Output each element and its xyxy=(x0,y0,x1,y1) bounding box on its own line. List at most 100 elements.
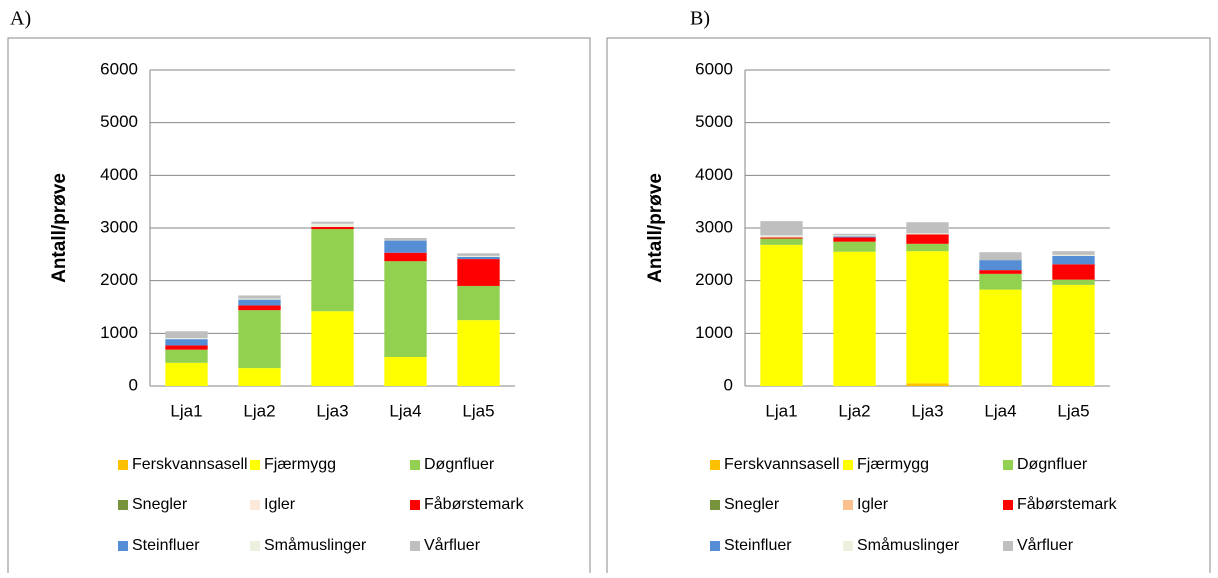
legend-label: Igler xyxy=(264,496,296,513)
bar-segment xyxy=(760,244,803,386)
legend-swatch xyxy=(1003,500,1013,510)
y-tick-label: 6000 xyxy=(695,59,733,78)
bar-segment xyxy=(833,241,876,252)
bar-segment xyxy=(457,253,500,256)
bar-segment xyxy=(760,237,803,239)
legend-swatch xyxy=(410,500,420,510)
y-tick-label: 0 xyxy=(129,375,138,394)
legend-label: Vårfluer xyxy=(424,536,481,554)
bar-segment xyxy=(979,260,1022,271)
bar-segment xyxy=(1052,255,1095,265)
legend-swatch xyxy=(843,541,853,551)
bar-segment xyxy=(906,243,949,252)
x-tick-label: Lja3 xyxy=(316,401,348,420)
legend-label: Snegler xyxy=(132,496,188,513)
y-tick-label: 3000 xyxy=(100,217,138,236)
x-tick-label: Lja5 xyxy=(462,401,494,420)
bar-segment xyxy=(165,345,208,350)
x-tick-label: Lja2 xyxy=(243,401,275,420)
x-tick-label: Lja5 xyxy=(1057,401,1089,420)
legend-label: Småmuslinger xyxy=(857,536,960,554)
legend-label: Ferskvannsasell xyxy=(724,456,840,473)
y-axis-label: Antall/prøve xyxy=(49,173,70,283)
bar-segment xyxy=(833,233,876,236)
bar-segment xyxy=(457,285,500,321)
legend-label: Snegler xyxy=(724,496,780,513)
bar-segment xyxy=(311,311,354,386)
bar-segment xyxy=(906,383,949,386)
bar-segment xyxy=(1052,279,1095,285)
legend-swatch xyxy=(843,460,853,470)
y-tick-label: 1000 xyxy=(695,323,733,342)
bar-segment xyxy=(979,270,1022,274)
bar-segment xyxy=(979,289,1022,386)
legend-swatch xyxy=(410,460,420,470)
bar-segment xyxy=(165,362,208,386)
legend-swatch xyxy=(710,500,720,510)
bar-segment xyxy=(384,252,427,262)
bar-segment xyxy=(311,223,354,227)
legend-swatch xyxy=(410,541,420,551)
y-tick-label: 0 xyxy=(724,375,733,394)
panel-frame xyxy=(606,37,1211,578)
bar-segment xyxy=(311,229,354,312)
panel-frame xyxy=(7,37,591,578)
bar-segment xyxy=(238,298,281,300)
legend-label: Småmuslinger xyxy=(264,536,367,554)
bar-segment xyxy=(384,261,427,358)
bar-segment xyxy=(979,252,1022,261)
panel-label: B) xyxy=(690,8,710,30)
bar-segment xyxy=(238,295,281,299)
bar-segment xyxy=(833,235,876,237)
bar-segment xyxy=(384,238,427,241)
legend-label: Fjærmygg xyxy=(857,456,929,473)
y-tick-label: 2000 xyxy=(695,270,733,289)
legend-label: Steinfluer xyxy=(724,537,792,554)
bar-segment xyxy=(1052,254,1095,256)
y-axis-label: Antall/prøve xyxy=(645,173,666,283)
legend-label: Døgnfluer xyxy=(424,456,495,473)
bar-segment xyxy=(760,238,803,245)
y-tick-label: 4000 xyxy=(695,165,733,184)
x-tick-label: Lja4 xyxy=(984,401,1016,420)
legend-swatch xyxy=(710,460,720,470)
y-tick-label: 4000 xyxy=(100,165,138,184)
panel-label: A) xyxy=(10,8,31,30)
bar-segment xyxy=(238,368,281,386)
bar-segment xyxy=(906,234,949,244)
bar-segment xyxy=(1052,264,1095,280)
x-tick-label: Lja1 xyxy=(765,401,797,420)
bar-segment xyxy=(238,299,281,306)
bar-segment xyxy=(760,235,803,238)
bar-segment xyxy=(311,221,354,224)
legend-swatch xyxy=(843,500,853,510)
bar-segment xyxy=(165,339,208,346)
legend-label: Ferskvannsasell xyxy=(132,456,248,473)
legend-swatch xyxy=(1003,460,1013,470)
bar-segment xyxy=(906,222,949,234)
bar-segment xyxy=(384,240,427,253)
bar-segment xyxy=(311,226,354,230)
x-tick-label: Lja1 xyxy=(170,401,202,420)
bar-segment xyxy=(760,221,803,236)
bar-segment xyxy=(1052,284,1095,386)
legend-label: Fåbørstemark xyxy=(424,495,525,513)
legend-swatch xyxy=(250,541,260,551)
legend-label: Fåbørstemark xyxy=(1017,495,1118,513)
bar-segment xyxy=(833,236,876,238)
x-tick-label: Lja4 xyxy=(389,401,421,420)
bar-segment xyxy=(165,338,208,340)
bar-segment xyxy=(238,305,281,311)
legend-swatch xyxy=(118,460,128,470)
legend-swatch xyxy=(250,460,260,470)
bar-segment xyxy=(238,310,281,369)
legend-swatch xyxy=(250,500,260,510)
bar-segment xyxy=(833,251,876,386)
legend-label: Igler xyxy=(857,496,889,513)
legend-label: Vårfluer xyxy=(1017,536,1074,554)
bar-segment xyxy=(906,233,949,235)
bar-segment xyxy=(384,357,427,386)
y-tick-label: 2000 xyxy=(100,270,138,289)
y-tick-label: 5000 xyxy=(100,112,138,131)
y-tick-label: 3000 xyxy=(695,217,733,236)
